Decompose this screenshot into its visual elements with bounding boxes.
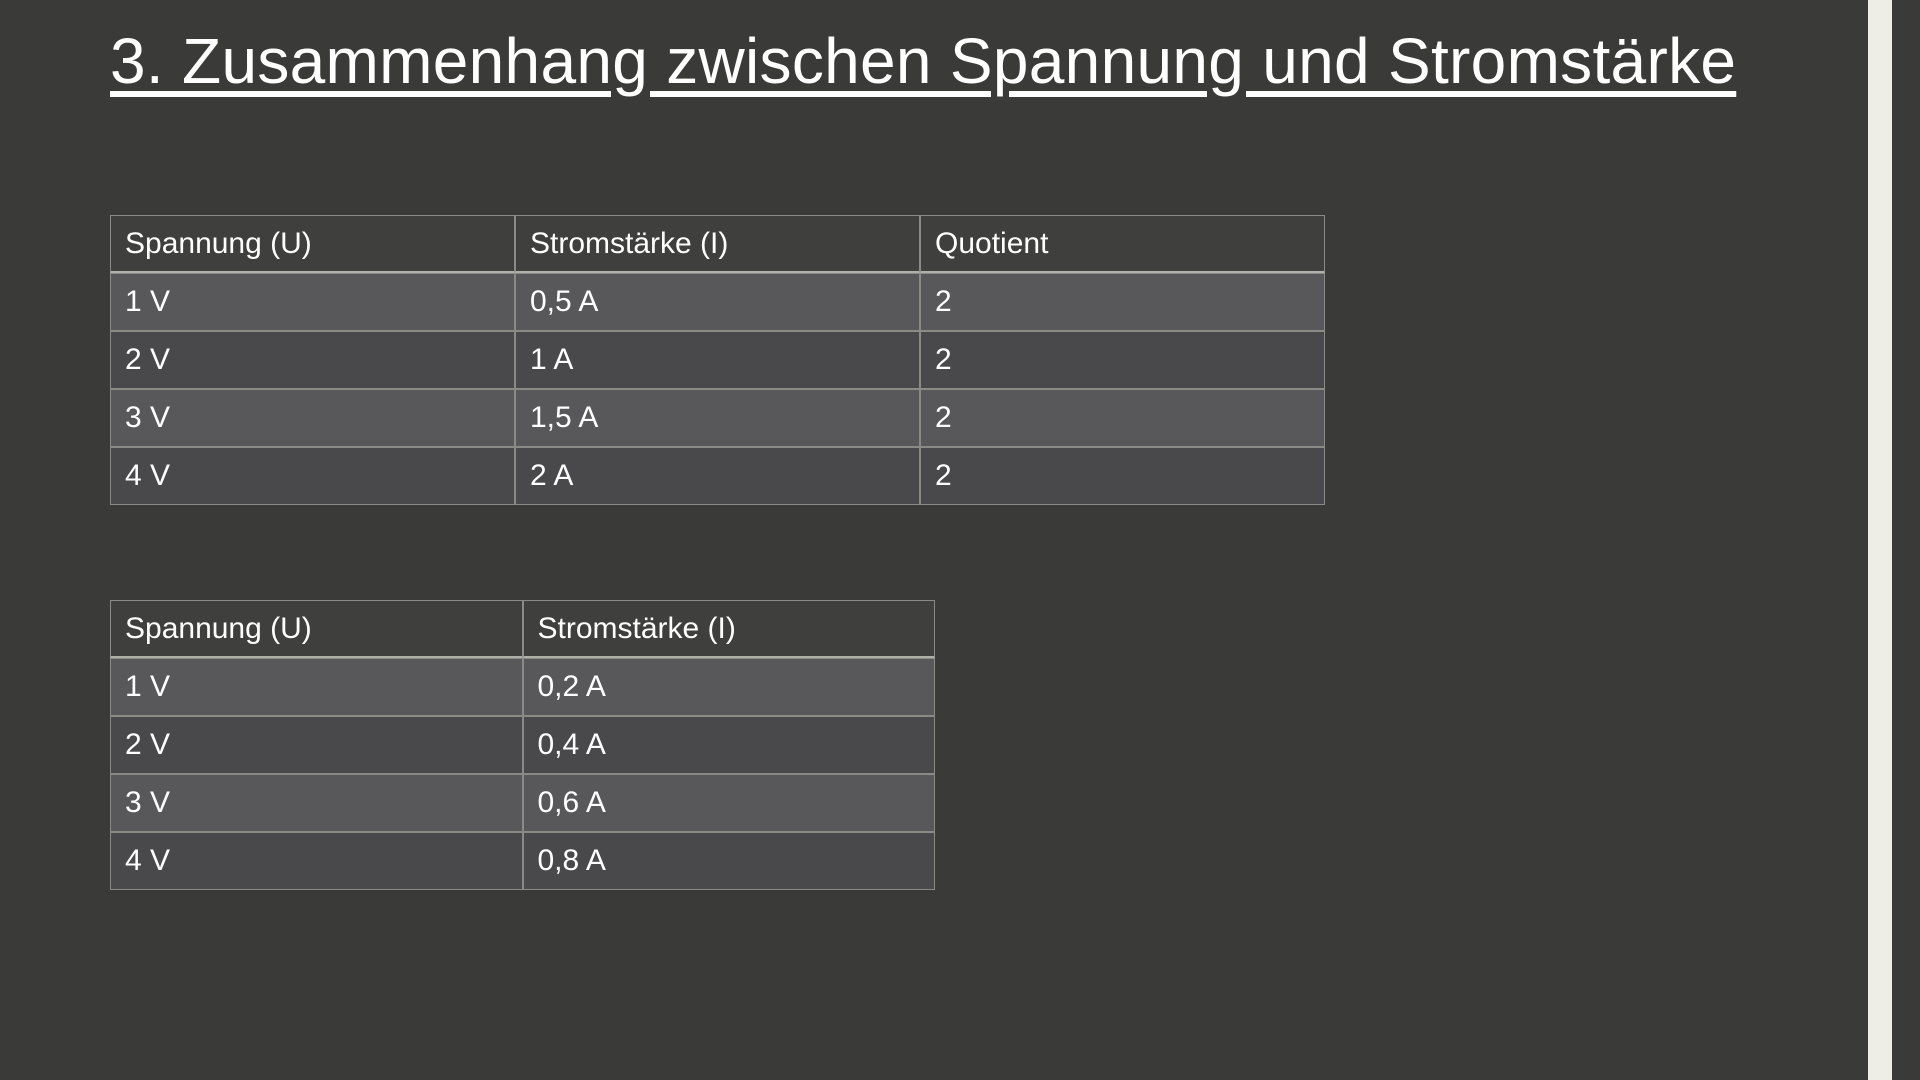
cell-quotient: 2 xyxy=(920,447,1325,505)
table-header-row: Spannung (U) Stromstärke (I) xyxy=(110,600,935,658)
cell-current: 0,8 A xyxy=(523,832,936,890)
col-header-current: Stromstärke (I) xyxy=(515,215,920,273)
table-row: 4 V 2 A 2 xyxy=(110,447,1325,505)
cell-voltage: 1 V xyxy=(110,658,523,716)
cell-current: 0,6 A xyxy=(523,774,936,832)
cell-current: 1,5 A xyxy=(515,389,920,447)
table-row: 4 V 0,8 A xyxy=(110,832,935,890)
table-row: 3 V 0,6 A xyxy=(110,774,935,832)
slide: 3. Zusammenhang zwischen Spannung und St… xyxy=(0,0,1920,1080)
slide-title: 3. Zusammenhang zwischen Spannung und St… xyxy=(110,24,1736,98)
cell-voltage: 2 V xyxy=(110,331,515,389)
cell-current: 0,5 A xyxy=(515,273,920,331)
table-row: 2 V 0,4 A xyxy=(110,716,935,774)
cell-current: 2 A xyxy=(515,447,920,505)
cell-voltage: 1 V xyxy=(110,273,515,331)
table-row: 1 V 0,2 A xyxy=(110,658,935,716)
cell-current: 1 A xyxy=(515,331,920,389)
cell-current: 0,4 A xyxy=(523,716,936,774)
voltage-current-table: Spannung (U) Stromstärke (I) 1 V 0,2 A 2… xyxy=(110,600,935,890)
cell-voltage: 3 V xyxy=(110,774,523,832)
cell-quotient: 2 xyxy=(920,331,1325,389)
voltage-current-quotient-table: Spannung (U) Stromstärke (I) Quotient 1 … xyxy=(110,215,1325,505)
table-header-row: Spannung (U) Stromstärke (I) Quotient xyxy=(110,215,1325,273)
table-row: 2 V 1 A 2 xyxy=(110,331,1325,389)
cell-voltage: 2 V xyxy=(110,716,523,774)
col-header-quotient: Quotient xyxy=(920,215,1325,273)
cell-voltage: 4 V xyxy=(110,447,515,505)
col-header-voltage: Spannung (U) xyxy=(110,215,515,273)
table-row: 1 V 0,5 A 2 xyxy=(110,273,1325,331)
cell-quotient: 2 xyxy=(920,389,1325,447)
cell-voltage: 4 V xyxy=(110,832,523,890)
table-row: 3 V 1,5 A 2 xyxy=(110,389,1325,447)
col-header-current: Stromstärke (I) xyxy=(523,600,936,658)
cell-quotient: 2 xyxy=(920,273,1325,331)
cell-current: 0,2 A xyxy=(523,658,936,716)
vertical-accent-bar xyxy=(1868,0,1892,1080)
col-header-voltage: Spannung (U) xyxy=(110,600,523,658)
cell-voltage: 3 V xyxy=(110,389,515,447)
